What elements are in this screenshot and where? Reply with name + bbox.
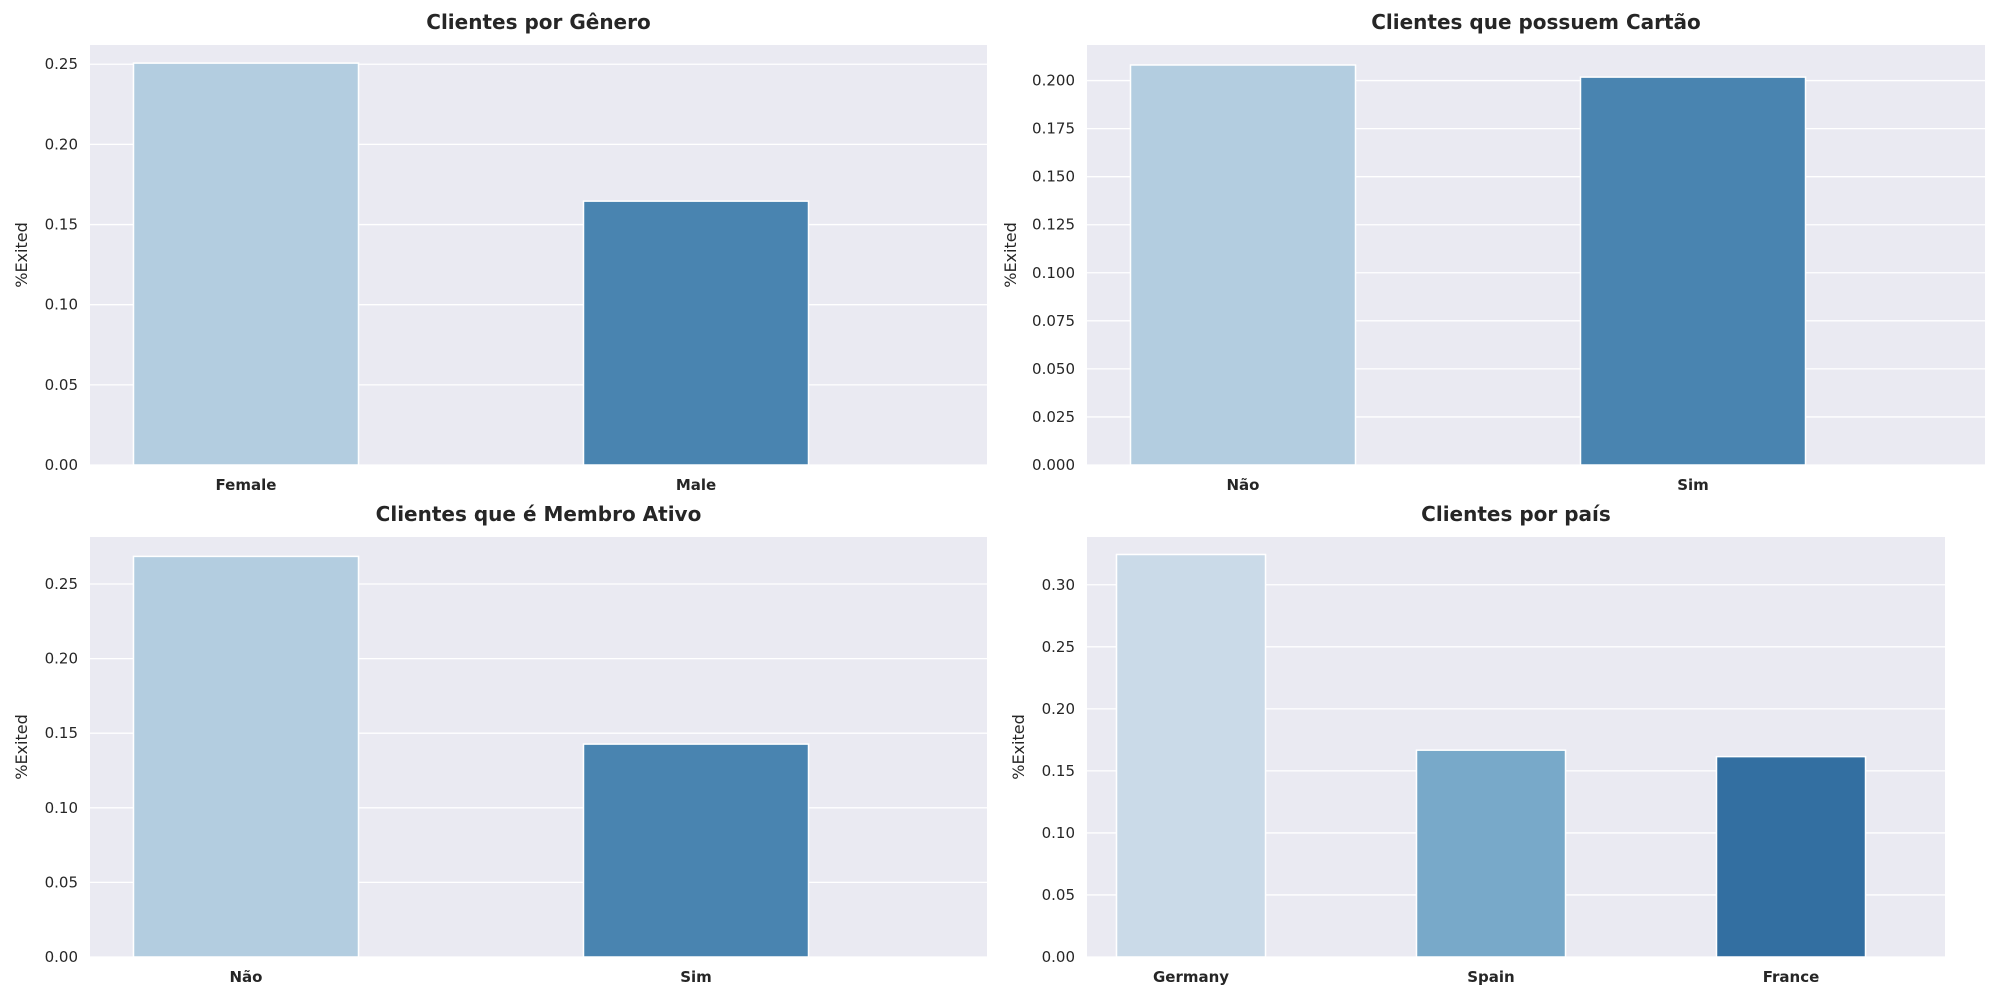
y-tick-label: 0.10	[45, 296, 78, 314]
chart-title: Clientes que possuem Cartão	[1371, 10, 1701, 34]
bar-spain	[1415, 749, 1567, 958]
x-tick-label: Sim	[680, 968, 712, 986]
y-tick-label: 0.125	[1032, 216, 1075, 234]
x-tick-label: Male	[676, 476, 716, 494]
y-tick-label: 0.20	[45, 135, 78, 153]
x-tick-label: Não	[230, 968, 263, 986]
chart-panel-2: 0.00 0.05 0.10 0.15 0.20 0.25 Não Sim Clientes q…	[12, 502, 987, 986]
bar-germany	[1115, 553, 1267, 958]
y-tick-label: 0.200	[1032, 72, 1075, 90]
y-tick-label: 0.150	[1032, 168, 1075, 186]
y-tick-label: 0.15	[45, 216, 78, 234]
y-tick-label: 0.00	[45, 948, 78, 966]
bar-não	[1129, 64, 1357, 466]
y-tick-label: 0.100	[1032, 264, 1075, 282]
y-axis-label: %Exited	[12, 714, 31, 780]
y-tick-label: 0.10	[1042, 824, 1075, 842]
y-axis-label: %Exited	[1001, 222, 1020, 288]
x-tick-label: Spain	[1467, 968, 1514, 986]
y-tick-label: 0.20	[45, 650, 78, 668]
y-tick-label: 0.25	[1042, 638, 1075, 656]
y-tick-label: 0.050	[1032, 360, 1075, 378]
bar-male	[582, 200, 810, 466]
x-tick-label: Female	[216, 476, 277, 494]
y-tick-label: 0.175	[1032, 120, 1075, 138]
y-tick-label: 0.25	[45, 55, 78, 73]
y-tick-label: 0.025	[1032, 408, 1075, 426]
x-tick-label: Sim	[1677, 476, 1709, 494]
y-tick-label: 0.00	[45, 456, 78, 474]
chart-title: Clientes por Gênero	[426, 10, 650, 34]
chart-title: Clientes que é Membro Ativo	[376, 502, 702, 526]
x-tick-label: Não	[1227, 476, 1260, 494]
bar-sim	[582, 743, 810, 958]
y-axis-label: %Exited	[1009, 714, 1028, 780]
y-tick-label: 0.30	[1042, 576, 1075, 594]
y-tick-label: 0.15	[1042, 762, 1075, 780]
chart-panel-1: 0.000 0.025 0.050 0.075 0.100 0.125 0.150 0.175…	[1001, 10, 1985, 494]
x-tick-label: France	[1763, 968, 1820, 986]
y-tick-label: 0.05	[45, 376, 78, 394]
y-axis-label: %Exited	[12, 222, 31, 288]
y-tick-label: 0.075	[1032, 312, 1075, 330]
x-tick-label: Germany	[1153, 968, 1229, 986]
y-tick-label: 0.000	[1032, 456, 1075, 474]
chart-title: Clientes por país	[1421, 502, 1611, 526]
bar-female	[132, 62, 360, 466]
bar-não	[132, 555, 360, 958]
y-tick-label: 0.10	[45, 799, 78, 817]
y-tick-label: 0.05	[1042, 886, 1075, 904]
y-tick-label: 0.25	[45, 575, 78, 593]
bar-france	[1715, 755, 1867, 958]
chart-panel-3: 0.00 0.05 0.10 0.15 0.20 0.25 0.30 Germany Spain…	[1009, 502, 1945, 986]
y-tick-label: 0.20	[1042, 700, 1075, 718]
y-tick-label: 0.15	[45, 724, 78, 742]
chart-panel-0: 0.00 0.05 0.10 0.15 0.20 0.25 Female Male Client…	[12, 10, 987, 494]
y-tick-label: 0.00	[1042, 948, 1075, 966]
bar-sim	[1579, 76, 1807, 466]
y-tick-label: 0.05	[45, 873, 78, 891]
